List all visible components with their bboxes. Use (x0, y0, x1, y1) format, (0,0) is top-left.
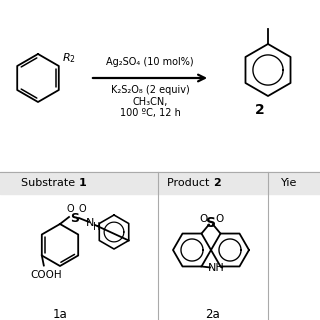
Bar (0, 172, 320, 194)
Text: O: O (199, 213, 207, 224)
Text: Ag₂SO₄ (10 mol%): Ag₂SO₄ (10 mol%) (106, 57, 194, 67)
Text: Yie: Yie (281, 178, 297, 188)
Text: 1a: 1a (52, 308, 68, 320)
Text: 2a: 2a (204, 308, 220, 320)
Text: O: O (215, 213, 223, 224)
Text: 100 ºC, 12 h: 100 ºC, 12 h (120, 108, 180, 118)
Text: COOH: COOH (30, 270, 62, 281)
Text: 1: 1 (79, 178, 87, 188)
Text: N: N (86, 218, 94, 228)
Text: K₂S₂O₈ (2 equiv): K₂S₂O₈ (2 equiv) (111, 85, 189, 95)
Text: CH₃CN,: CH₃CN, (132, 97, 168, 107)
Text: S: S (206, 216, 216, 229)
Text: NH: NH (208, 263, 224, 274)
Text: H: H (93, 222, 100, 232)
Text: Product: Product (167, 178, 213, 188)
Text: 2: 2 (213, 178, 221, 188)
Text: O: O (66, 204, 74, 214)
Text: $R_2$: $R_2$ (62, 51, 76, 65)
Text: Substrate: Substrate (21, 178, 79, 188)
Text: O: O (78, 204, 86, 214)
Text: S: S (70, 212, 79, 225)
Text: 2: 2 (255, 103, 265, 117)
